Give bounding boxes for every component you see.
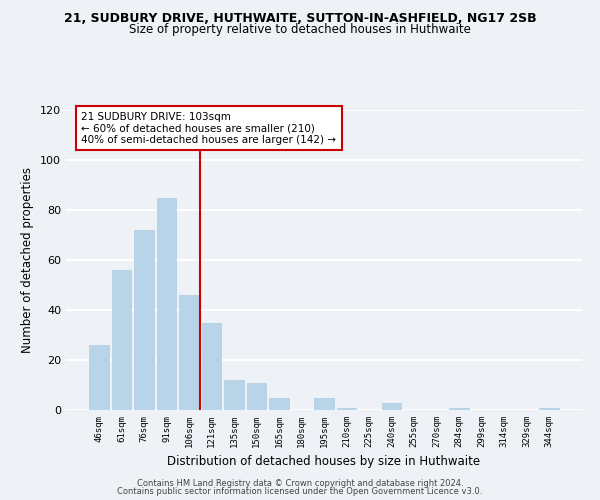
Bar xyxy=(539,408,559,410)
Bar xyxy=(179,295,199,410)
Bar xyxy=(382,402,401,410)
Bar xyxy=(247,382,266,410)
Text: Size of property relative to detached houses in Huthwaite: Size of property relative to detached ho… xyxy=(129,22,471,36)
X-axis label: Distribution of detached houses by size in Huthwaite: Distribution of detached houses by size … xyxy=(167,456,481,468)
Y-axis label: Number of detached properties: Number of detached properties xyxy=(22,167,34,353)
Bar xyxy=(202,322,221,410)
Bar xyxy=(269,398,289,410)
Text: 21, SUDBURY DRIVE, HUTHWAITE, SUTTON-IN-ASHFIELD, NG17 2SB: 21, SUDBURY DRIVE, HUTHWAITE, SUTTON-IN-… xyxy=(64,12,536,26)
Text: Contains public sector information licensed under the Open Government Licence v3: Contains public sector information licen… xyxy=(118,487,482,496)
Text: Contains HM Land Registry data © Crown copyright and database right 2024.: Contains HM Land Registry data © Crown c… xyxy=(137,478,463,488)
Bar xyxy=(134,230,154,410)
Bar xyxy=(449,408,469,410)
Bar xyxy=(224,380,244,410)
Bar xyxy=(112,270,131,410)
Bar xyxy=(314,398,334,410)
Bar xyxy=(89,345,109,410)
Bar xyxy=(157,198,176,410)
Text: 21 SUDBURY DRIVE: 103sqm
← 60% of detached houses are smaller (210)
40% of semi-: 21 SUDBURY DRIVE: 103sqm ← 60% of detach… xyxy=(82,112,337,144)
Bar xyxy=(337,408,356,410)
